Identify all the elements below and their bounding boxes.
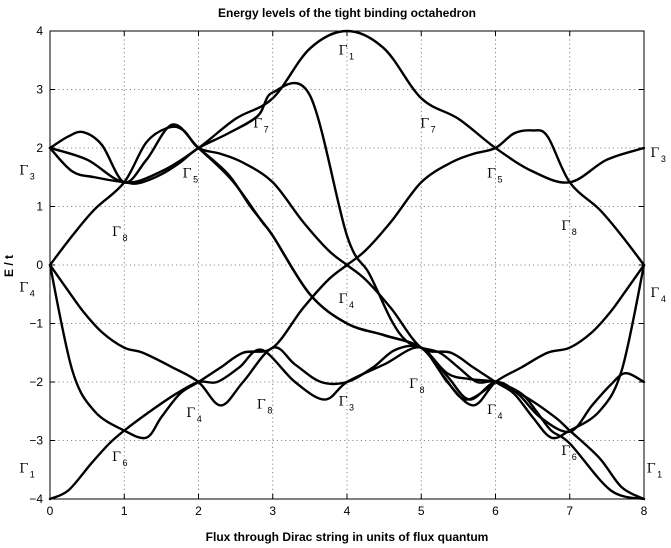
gamma-label: Γ bbox=[253, 117, 262, 132]
gamma-label-subscript: 1 bbox=[30, 470, 35, 480]
gamma-label: Γ bbox=[487, 403, 496, 418]
gamma-label-subscript: 8 bbox=[420, 385, 425, 395]
gamma-label: Γ bbox=[338, 43, 347, 58]
gamma-label: Γ bbox=[112, 225, 121, 240]
gamma-label-subscript: 6 bbox=[572, 452, 577, 462]
x-tick-label: 0 bbox=[47, 504, 54, 518]
gamma-label-subscript: 4 bbox=[498, 411, 503, 421]
gamma-label: Γ bbox=[19, 280, 28, 295]
gamma-label: Γ bbox=[338, 394, 347, 409]
x-tick-label: 7 bbox=[566, 504, 573, 518]
gamma-label-subscript: 1 bbox=[657, 470, 662, 480]
gamma-label-subscript: 5 bbox=[193, 174, 198, 184]
gamma-label-subscript: 4 bbox=[349, 300, 354, 310]
y-tick-label: 1 bbox=[36, 200, 43, 214]
gamma-label: Γ bbox=[650, 286, 659, 301]
gamma-label: Γ bbox=[650, 146, 659, 161]
gamma-label-subscript: 6 bbox=[123, 458, 128, 468]
series-lines bbox=[48, 29, 646, 501]
y-tick-label: 0 bbox=[36, 258, 43, 272]
gamma-label: Γ bbox=[183, 166, 192, 181]
energy-band-7 bbox=[48, 125, 646, 440]
y-tick-label: −3 bbox=[29, 434, 43, 448]
y-tick-label: −1 bbox=[29, 317, 43, 331]
gamma-label: Γ bbox=[112, 450, 121, 465]
gamma-label: Γ bbox=[420, 117, 429, 132]
axis-ticks: 0 1 2 3 4 5 6 7 8 −4 −3 −2 −1 0 1 2 3 4 bbox=[29, 24, 647, 518]
gamma-label-subscript: 4 bbox=[30, 288, 35, 298]
gamma-label-subscript: 8 bbox=[267, 405, 272, 415]
x-tick-label: 1 bbox=[121, 504, 128, 518]
y-tick-label: −2 bbox=[29, 375, 43, 389]
gamma-label-subscript: 1 bbox=[349, 51, 354, 61]
gamma-label: Γ bbox=[19, 462, 28, 477]
energy-band-6 bbox=[48, 129, 646, 440]
x-tick-label: 2 bbox=[195, 504, 202, 518]
y-tick-label: −4 bbox=[29, 492, 43, 506]
y-tick-label: 2 bbox=[36, 141, 43, 155]
x-axis-label: Flux through Dirac string in units of fl… bbox=[206, 530, 489, 544]
x-tick-label: 6 bbox=[492, 504, 499, 518]
gamma-label-subscript: 5 bbox=[498, 174, 503, 184]
gamma-label: Γ bbox=[186, 406, 195, 421]
energy-band-5 bbox=[48, 263, 646, 501]
gamma-label: Γ bbox=[19, 163, 28, 178]
energy-band-8 bbox=[48, 81, 646, 501]
gamma-label: Γ bbox=[257, 397, 266, 412]
x-tick-label: 4 bbox=[344, 504, 351, 518]
gamma-label: Γ bbox=[647, 462, 656, 477]
y-axis-label: E / t bbox=[2, 255, 16, 277]
energy-band-3 bbox=[197, 146, 646, 434]
x-tick-label: 3 bbox=[269, 504, 276, 518]
gamma-label-subscript: 3 bbox=[30, 171, 35, 181]
gamma-label-subscript: 4 bbox=[197, 414, 202, 424]
gamma-label-subscript: 3 bbox=[349, 402, 354, 412]
gamma-label: Γ bbox=[409, 377, 418, 392]
gamma-label-subscript: 7 bbox=[264, 125, 269, 135]
x-tick-label: 8 bbox=[641, 504, 648, 518]
gamma-label: Γ bbox=[561, 444, 570, 459]
gamma-label: Γ bbox=[338, 292, 347, 307]
gamma-label-subscript: 4 bbox=[661, 294, 666, 304]
x-tick-label: 5 bbox=[418, 504, 425, 518]
gamma-label: Γ bbox=[487, 166, 496, 181]
y-tick-label: 4 bbox=[36, 24, 43, 38]
gamma-label: Γ bbox=[561, 219, 570, 234]
gamma-label-subscript: 7 bbox=[431, 125, 436, 135]
energy-band-4 bbox=[48, 263, 646, 501]
gamma-labels: Γ 1Γ 7 Γ 7Γ 3Γ 3Γ 5 Γ 5Γ 8Γ 8Γ 4 Γ 4Γ 4Γ 3Γ 8Γ 8Γ 4Γ 4Γ 6Γ 6Γ 1… bbox=[19, 43, 666, 479]
gamma-label-subscript: 8 bbox=[123, 233, 128, 243]
gamma-label-subscript: 8 bbox=[572, 227, 577, 237]
chart-title: Energy levels of the tight binding octah… bbox=[218, 6, 476, 20]
gamma-label-subscript: 3 bbox=[661, 154, 666, 164]
y-tick-label: 3 bbox=[36, 83, 43, 97]
